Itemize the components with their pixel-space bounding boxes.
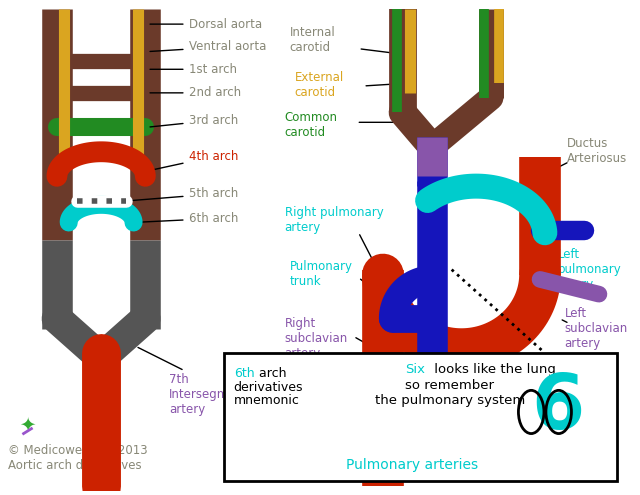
Text: Internal
carotid: Internal carotid [290,26,335,54]
Text: External
carotid: External carotid [294,71,344,99]
Text: Pulmonary arteries: Pulmonary arteries [346,458,479,472]
Text: Ductus
Arteriosus: Ductus Arteriosus [566,137,627,165]
Text: Dorsal aorta: Dorsal aorta [150,18,262,31]
Text: the pulmonary system: the pulmonary system [374,395,525,407]
Text: 5th arch: 5th arch [131,188,238,200]
Text: Left
subclavian
artery: Left subclavian artery [564,307,628,350]
Text: © Medicowesome 2013: © Medicowesome 2013 [8,445,147,457]
Text: Common
carotid: Common carotid [285,110,338,139]
Text: Six: Six [406,363,426,376]
FancyBboxPatch shape [224,353,616,481]
Text: 6th: 6th [234,367,254,380]
Text: 6th arch: 6th arch [136,212,238,225]
Text: Descending
Aorta: Descending Aorta [288,373,357,400]
Text: so remember: so remember [405,379,494,392]
Text: 3rd arch: 3rd arch [150,114,238,127]
Text: Right pulmonary
artery: Right pulmonary artery [285,206,383,234]
Text: looks like the lung: looks like the lung [430,363,556,376]
Text: 7th
Intersegmental
artery: 7th Intersegmental artery [169,373,259,416]
Text: derivatives: derivatives [234,381,303,394]
Text: mnemonic: mnemonic [234,395,300,407]
Text: Ventral aorta: Ventral aorta [150,40,266,53]
Text: 4th arch: 4th arch [148,150,238,171]
Text: arch: arch [255,367,287,380]
Text: Aortic arch derivatives: Aortic arch derivatives [8,459,141,472]
Text: 1st arch: 1st arch [150,63,237,76]
Text: Pulmonary
trunk: Pulmonary trunk [290,260,353,288]
Text: 6: 6 [531,371,584,445]
Text: Right
subclavian
artery: Right subclavian artery [285,317,348,360]
Text: 2nd arch: 2nd arch [150,86,241,99]
Text: ✦: ✦ [19,415,36,434]
Text: Left
pulmonary
artery: Left pulmonary artery [557,248,621,291]
